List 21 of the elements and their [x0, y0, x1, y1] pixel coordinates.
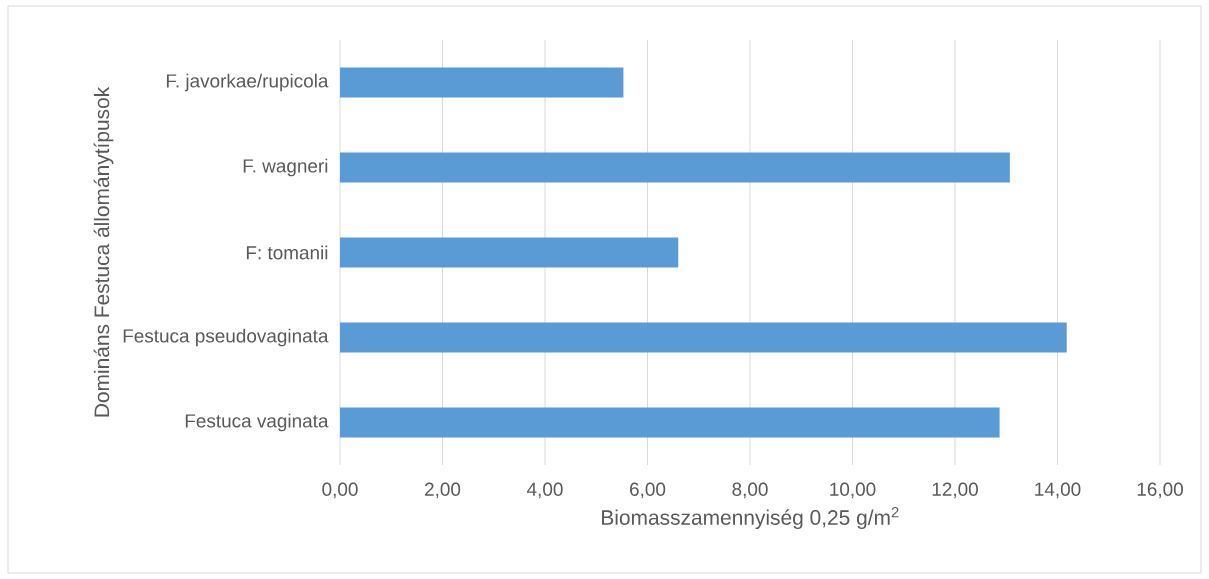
bar [340, 67, 624, 98]
bar [340, 322, 1067, 353]
bar [340, 407, 1000, 438]
x-tick-label: 12,00 [932, 482, 978, 499]
x-axis-title: Biomasszamennyiség 0,25 g/m$^{2}$ [602, 507, 899, 530]
x-tick-label: 6,00 [630, 482, 666, 499]
bar [340, 237, 679, 268]
x-tick-label: 14,00 [1035, 482, 1081, 499]
x-tick-label: 16,00 [1137, 482, 1183, 499]
y-axis-title: Domináns Festuca állománytípusok [93, 86, 114, 417]
y-tick-label: Festuca vaginata [185, 413, 329, 432]
y-tick-label: F. javorkae/rupicola [166, 73, 329, 92]
x-tick-label: 0,00 [322, 482, 358, 499]
x-tick-label: 8,00 [732, 482, 768, 499]
y-tick-label: Festuca pseudovaginata [123, 328, 329, 347]
y-tick-label: F: tomanii [246, 245, 328, 260]
x-tick-label: 10,00 [830, 482, 876, 499]
x-tick-label: 2,00 [425, 482, 461, 499]
x-tick-label: 4,00 [527, 482, 563, 499]
bar [340, 152, 1010, 183]
y-tick-label: F. wagneri [243, 158, 328, 177]
